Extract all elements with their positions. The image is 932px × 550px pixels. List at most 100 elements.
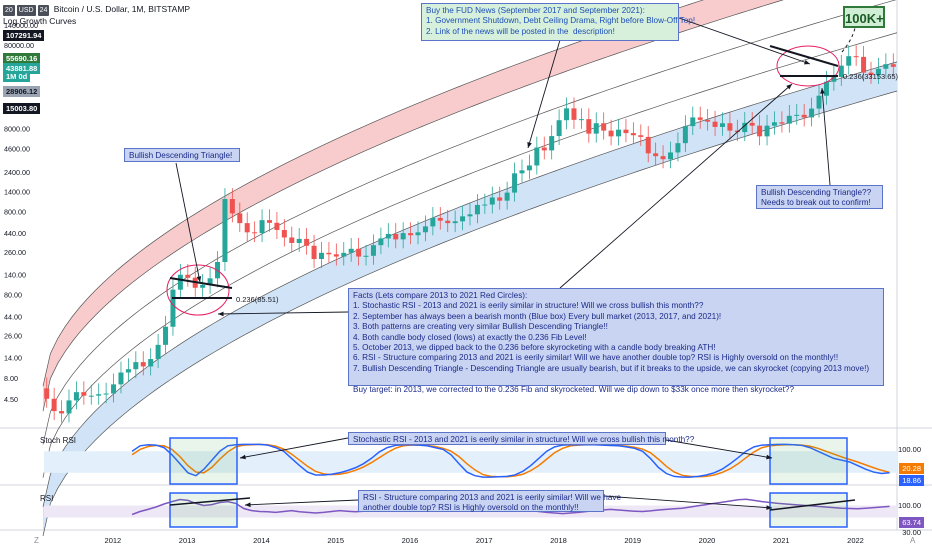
rsi-box-2013[interactable] bbox=[169, 492, 238, 528]
candle-body[interactable] bbox=[727, 123, 733, 131]
rsi-note[interactable]: RSI - Structure comparing 2013 and 2021 … bbox=[358, 490, 621, 512]
candle-body[interactable] bbox=[504, 192, 510, 201]
candle-body[interactable] bbox=[645, 136, 651, 154]
candle-body[interactable] bbox=[719, 123, 725, 127]
candle-body[interactable] bbox=[578, 119, 584, 121]
candle-body[interactable] bbox=[838, 65, 844, 77]
candle-body[interactable] bbox=[816, 95, 822, 109]
candle-body[interactable] bbox=[497, 197, 503, 201]
candle-body[interactable] bbox=[118, 372, 124, 385]
bullish-desc-2021-note[interactable]: Bullish Descending Triangle?? Needs to b… bbox=[756, 185, 883, 209]
candle-body[interactable] bbox=[742, 122, 748, 133]
candle-body[interactable] bbox=[638, 135, 644, 137]
candle-body[interactable] bbox=[616, 129, 622, 137]
candle-body[interactable] bbox=[437, 217, 443, 221]
header-currency[interactable]: USD bbox=[16, 5, 36, 16]
candle-body[interactable] bbox=[890, 64, 896, 67]
candle-body[interactable] bbox=[207, 278, 213, 285]
candle-body[interactable] bbox=[526, 165, 532, 171]
candle-body[interactable] bbox=[200, 284, 206, 288]
candle-body[interactable] bbox=[779, 122, 785, 124]
candle-body[interactable] bbox=[125, 369, 131, 373]
stoch-box-2021[interactable] bbox=[769, 437, 848, 485]
candle-body[interactable] bbox=[749, 122, 755, 126]
candle-body[interactable] bbox=[512, 173, 518, 193]
candle-body[interactable] bbox=[400, 233, 406, 240]
candle-body[interactable] bbox=[564, 108, 570, 121]
candle-body[interactable] bbox=[422, 226, 428, 233]
candle-body[interactable] bbox=[875, 68, 881, 75]
candle-body[interactable] bbox=[393, 233, 399, 240]
candle-body[interactable] bbox=[244, 223, 250, 233]
candle-body[interactable] bbox=[861, 56, 867, 73]
candle-body[interactable] bbox=[586, 119, 592, 134]
candle-body[interactable] bbox=[259, 220, 265, 234]
candle-body[interactable] bbox=[59, 411, 65, 414]
candle-body[interactable] bbox=[682, 126, 688, 144]
candle-body[interactable] bbox=[809, 108, 815, 118]
candle-body[interactable] bbox=[519, 170, 525, 174]
candle-body[interactable] bbox=[541, 147, 547, 151]
auto-scale-icon[interactable]: A bbox=[910, 536, 916, 545]
candle-body[interactable] bbox=[801, 114, 807, 118]
candle-body[interactable] bbox=[467, 214, 473, 217]
candle-body[interactable] bbox=[289, 237, 295, 243]
candle-body[interactable] bbox=[252, 232, 258, 234]
candle-body[interactable] bbox=[88, 395, 94, 397]
candle-body[interactable] bbox=[222, 199, 228, 262]
candle-body[interactable] bbox=[653, 153, 659, 157]
candle-body[interactable] bbox=[341, 252, 347, 257]
candle-body[interactable] bbox=[155, 344, 161, 360]
header-chip[interactable]: 20 bbox=[3, 5, 15, 16]
candle-body[interactable] bbox=[623, 129, 629, 134]
candle-body[interactable] bbox=[764, 125, 770, 137]
candle-body[interactable] bbox=[601, 123, 607, 131]
candle-body[interactable] bbox=[356, 248, 362, 257]
candle-body[interactable] bbox=[408, 233, 414, 236]
candle-body[interactable] bbox=[140, 362, 146, 367]
candle-body[interactable] bbox=[445, 220, 451, 224]
red-circle-2013[interactable] bbox=[166, 264, 230, 316]
candle-body[interactable] bbox=[385, 233, 391, 239]
rsi-box-2021[interactable] bbox=[769, 492, 848, 528]
candle-body[interactable] bbox=[630, 133, 636, 136]
candle-body[interactable] bbox=[274, 222, 280, 230]
candle-body[interactable] bbox=[482, 204, 488, 206]
candle-body[interactable] bbox=[378, 238, 384, 246]
candle-body[interactable] bbox=[333, 254, 339, 257]
candle-body[interactable] bbox=[460, 216, 466, 222]
candle-body[interactable] bbox=[831, 76, 837, 82]
candle-body[interactable] bbox=[668, 152, 674, 160]
candle-body[interactable] bbox=[81, 392, 87, 396]
indicator-name[interactable]: Log Growth Curves bbox=[3, 16, 77, 26]
hundredk-badge[interactable]: 100K+ bbox=[843, 6, 885, 28]
candle-body[interactable] bbox=[823, 81, 829, 96]
candle-body[interactable] bbox=[549, 136, 555, 151]
fud-news-note[interactable]: Buy the FUD News (September 2017 and Sep… bbox=[421, 3, 695, 41]
stoch-note[interactable]: Stochastic RSI - 2013 and 2021 is eerily… bbox=[348, 432, 694, 445]
candle-body[interactable] bbox=[697, 117, 703, 120]
candle-body[interactable] bbox=[326, 252, 332, 255]
candle-body[interactable] bbox=[608, 130, 614, 137]
candle-body[interactable] bbox=[185, 274, 191, 278]
candle-body[interactable] bbox=[370, 245, 376, 256]
candle-body[interactable] bbox=[311, 245, 317, 259]
candle-body[interactable] bbox=[690, 117, 696, 127]
candle-body[interactable] bbox=[96, 394, 102, 396]
timezone-icon[interactable]: Z bbox=[34, 536, 39, 545]
candle-body[interactable] bbox=[660, 156, 666, 160]
candle-body[interactable] bbox=[675, 143, 681, 153]
candle-body[interactable] bbox=[177, 274, 183, 290]
candle-body[interactable] bbox=[593, 123, 599, 134]
candle-body[interactable] bbox=[534, 147, 540, 166]
candle-body[interactable] bbox=[170, 289, 176, 327]
candle-body[interactable] bbox=[103, 393, 109, 395]
candle-body[interactable] bbox=[734, 130, 740, 133]
candle-body[interactable] bbox=[66, 400, 72, 414]
candle-body[interactable] bbox=[556, 120, 562, 137]
candle-body[interactable] bbox=[415, 232, 421, 236]
candle-body[interactable] bbox=[73, 392, 79, 401]
red-circle-2021[interactable] bbox=[776, 45, 840, 87]
